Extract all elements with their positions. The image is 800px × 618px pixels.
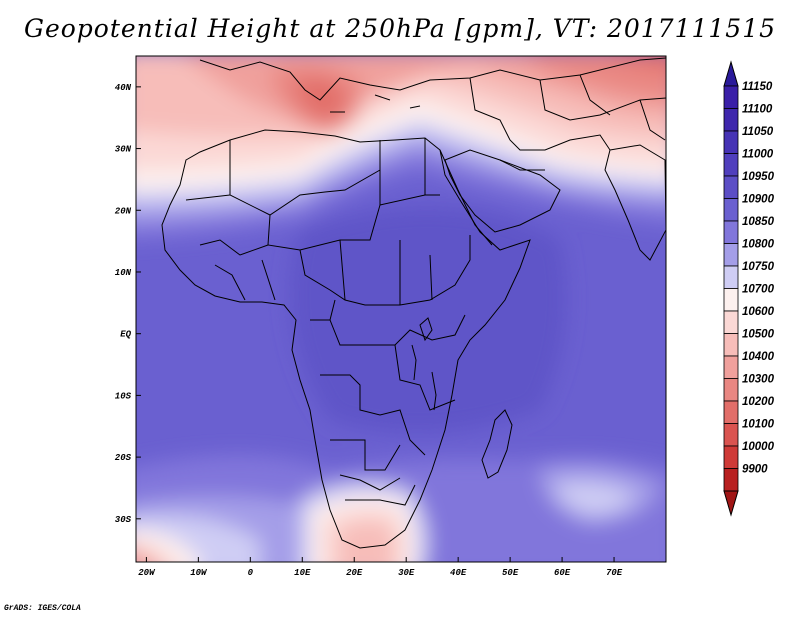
x-tick-label: 10W (190, 568, 208, 578)
y-tick-label: EQ (120, 330, 131, 340)
africa-coastline (161, 129, 531, 549)
colorbar-bottom-arrow (723, 490, 739, 517)
x-tick-label: 50E (502, 568, 519, 578)
x-tick-label: 20W (138, 568, 156, 578)
colorbar-swatch (723, 108, 739, 132)
x-tick-label: 30E (398, 568, 415, 578)
border-north-africa (229, 140, 381, 216)
x-tick-label: 0 (248, 568, 254, 578)
x-tick-label: 10E (294, 568, 311, 578)
y-tick-label: 10N (115, 268, 132, 278)
colorbar-swatch (723, 153, 739, 177)
colorbar-label: 10950 (742, 171, 775, 183)
colorbar-label: 10800 (742, 239, 775, 251)
colorbar-label: 10300 (742, 374, 775, 386)
india-outline (604, 144, 666, 261)
lakes (411, 317, 437, 411)
chart-title: Geopotential Height at 250hPa [gpm], VT:… (23, 14, 777, 43)
colorbar-label: 11050 (742, 126, 774, 138)
colorbar-label: 11000 (742, 149, 774, 161)
med-islands (330, 94, 421, 113)
x-tick-label: 40E (450, 568, 467, 578)
y-tick-label: 30N (115, 145, 132, 155)
colorbar-swatch (723, 198, 739, 222)
colorbar-swatch (723, 378, 739, 402)
border-sahel (185, 194, 440, 251)
colorbar-top-arrow (723, 60, 739, 87)
border-congo (329, 299, 456, 411)
field-safrica-10500 (338, 521, 395, 562)
x-tick-label: 70E (606, 568, 623, 578)
madagascar-outline (481, 409, 513, 479)
x-tick-label: 60E (554, 568, 571, 578)
colorbar-label: 10900 (742, 194, 775, 206)
colorbar-label: 10100 (742, 419, 775, 431)
red-sea-line (439, 149, 493, 246)
colorbar-swatch (723, 468, 739, 492)
axis-ticks: 20W 10W 0 10E 20E 30E 40E 50E 60E 70E 40N 30N 20N 10N… (115, 83, 623, 578)
field-me-10300 (526, 56, 666, 99)
y-tick-label: 40N (115, 83, 132, 93)
colorbar-label: 11150 (742, 81, 773, 93)
colorbar-swatch (723, 400, 739, 424)
border-south-2 (330, 439, 401, 491)
field-mascarene-10750 (555, 482, 635, 514)
colorbar-swatch (723, 220, 739, 244)
border-asia (579, 74, 666, 141)
border-central-2 (339, 239, 433, 305)
y-tick-label: 10S (115, 391, 132, 401)
border-middle-east (469, 77, 666, 171)
colorbar-label: 10700 (742, 284, 775, 296)
x-tick-label: 20E (346, 568, 363, 578)
y-tick-label: 30S (115, 515, 132, 525)
height-field (136, 56, 666, 562)
colorbar-label: 9900 (742, 464, 768, 476)
border-sa (345, 484, 416, 506)
colorbar-swatch (723, 243, 739, 267)
colorbar-swatch (723, 265, 739, 289)
colorbar-label: 10000 (742, 441, 775, 453)
border-south (320, 374, 426, 456)
border-sahel-2 (379, 138, 426, 205)
colorbar-label: 10500 (742, 329, 775, 341)
colorbar: 11150 11100 11050 11000 10950 10900 10850 10800… (723, 60, 775, 517)
colorbar-label: 11100 (742, 104, 773, 116)
colorbar-label: 10400 (742, 351, 775, 363)
y-tick-label: 20S (115, 453, 132, 463)
y-tick-label: 20N (115, 206, 132, 216)
colorbar-label: 10750 (742, 261, 775, 273)
country-borders (161, 57, 666, 549)
map-frame (135, 55, 667, 563)
colorbar-swatch (723, 310, 739, 334)
europe-coast (199, 57, 666, 101)
colorbar-swatch (723, 288, 739, 312)
colorbar-swatch (723, 445, 739, 469)
colorbar-label: 10200 (742, 396, 775, 408)
colorbar-swatch (723, 175, 739, 199)
colorbar-label: 10600 (742, 306, 775, 318)
colorbar-label: 10850 (742, 216, 775, 228)
colorbar-swatch (723, 423, 739, 447)
grads-credit: GrADS: IGES/COLA (4, 604, 81, 613)
colorbar-swatch (723, 130, 739, 154)
border-west (199, 239, 276, 301)
colorbar-swatch (723, 333, 739, 357)
colorbar-swatch (723, 355, 739, 379)
border-central (299, 235, 471, 306)
colorbar-swatch (723, 85, 739, 109)
field-sw-10500 (136, 550, 155, 562)
